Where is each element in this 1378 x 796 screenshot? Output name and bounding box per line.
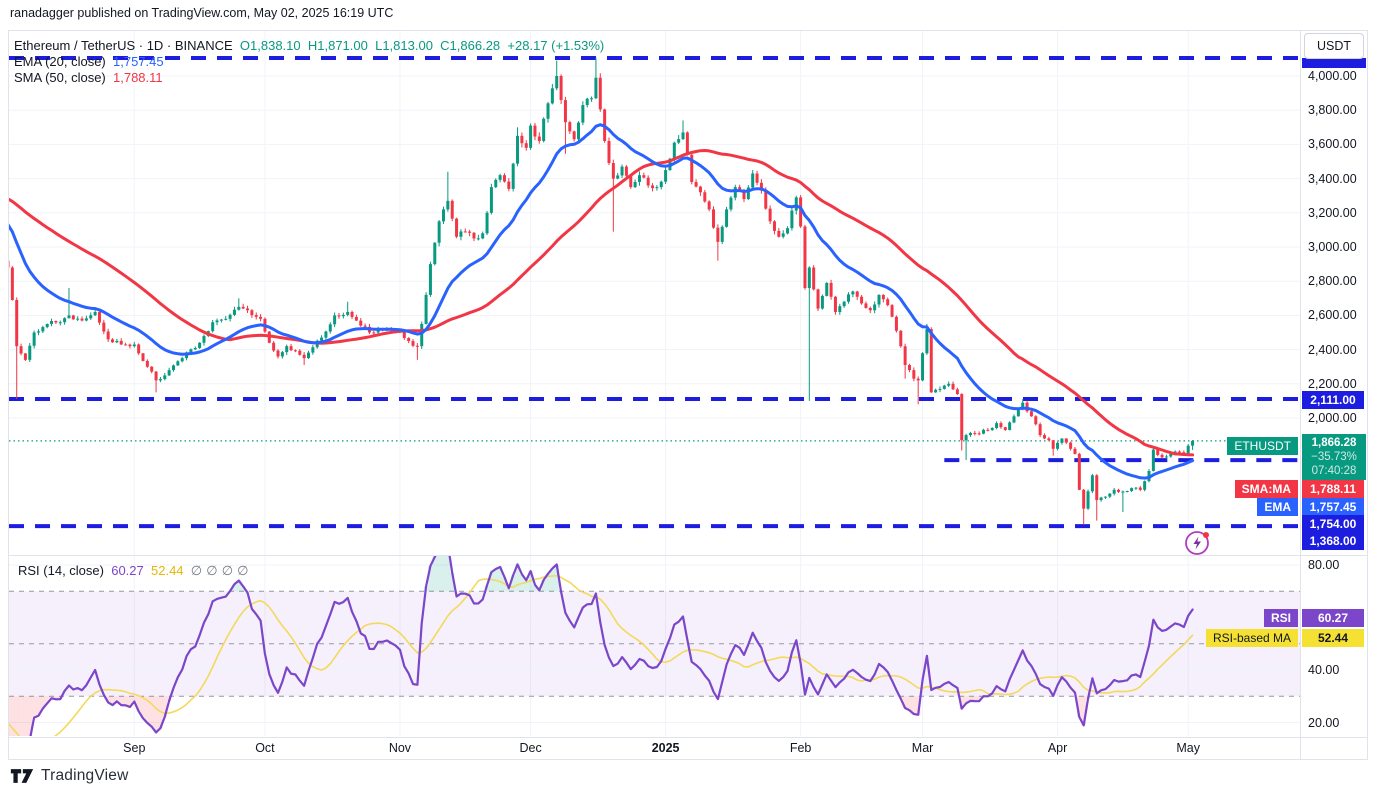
ohlc-close: C1,866.28 bbox=[440, 38, 501, 53]
ohlc-low: L1,813.00 bbox=[375, 38, 433, 53]
price-axis-label: 3,600.00 bbox=[1308, 137, 1357, 152]
last-price-value: 1,866.28 bbox=[1311, 437, 1357, 449]
ema-tag: EMA bbox=[1257, 498, 1298, 516]
time-axis-separator bbox=[8, 737, 1368, 738]
rsi-ma-tag: RSI-based MA bbox=[1205, 629, 1298, 647]
time-axis-label: Feb bbox=[789, 741, 812, 755]
time-axis-label: Mar bbox=[911, 741, 934, 755]
rsi-legend-value: 60.27 bbox=[111, 563, 144, 578]
ohlc-high: H1,871.00 bbox=[307, 38, 368, 53]
rsi-legend[interactable]: RSI (14, close) 60.27 52.44 ∅ ∅ ∅ ∅ bbox=[18, 563, 248, 579]
rsi-axis-label: 80.00 bbox=[1308, 558, 1340, 572]
time-axis-label: Dec bbox=[519, 741, 542, 755]
level-badge-1754: 1,754.00 bbox=[1302, 515, 1364, 533]
last-price-change: −35.73% bbox=[1311, 451, 1357, 463]
ema-legend-value: 1,757.45 bbox=[113, 54, 164, 69]
sma-tag: SMA:MA bbox=[1234, 480, 1298, 498]
price-axis-label: 2,000.00 bbox=[1308, 411, 1357, 425]
time-axis-label: May bbox=[1176, 741, 1201, 755]
price-axis-label: 3,200.00 bbox=[1308, 205, 1357, 220]
time-axis-label: Nov bbox=[388, 741, 412, 755]
rsi-ma-legend-value: 52.44 bbox=[151, 563, 184, 578]
sma-legend[interactable]: SMA (50, close) 1,788.11 bbox=[14, 70, 163, 85]
price-axis-label: 4,000.00 bbox=[1308, 69, 1357, 83]
rsi-axis-label: 20.00 bbox=[1308, 715, 1340, 730]
ohlc-open: O1,838.10 bbox=[239, 38, 301, 53]
time-axis-label: Apr bbox=[1047, 741, 1068, 755]
tradingview-logo-text: TradingView bbox=[41, 767, 129, 784]
ohlc-change: +28.17 (+1.53%) bbox=[507, 38, 605, 53]
price-axis-label: 3,000.00 bbox=[1308, 240, 1357, 254]
level-badge-2111: 2,111.00 bbox=[1302, 391, 1364, 409]
rsi-ma-value-badge: 52.44 bbox=[1302, 629, 1364, 647]
price-axis-label: 2,800.00 bbox=[1308, 274, 1357, 289]
ema-legend[interactable]: EMA (20, close) 1,757.45 bbox=[14, 54, 164, 69]
sma-value-badge: 1,788.11 bbox=[1302, 480, 1364, 498]
rsi-axis-label: 40.00 bbox=[1308, 663, 1340, 677]
sma-legend-label: SMA (50, close) bbox=[14, 70, 106, 85]
price-axis-label: 2,400.00 bbox=[1308, 342, 1357, 357]
last-price-badge: 1,866.28 −35.73% 07:40:28 bbox=[1302, 434, 1366, 480]
flash-reaction-icon[interactable] bbox=[1183, 528, 1213, 558]
pane-separator[interactable] bbox=[8, 555, 1368, 556]
level-badge-1368: 1,368.00 bbox=[1302, 532, 1364, 550]
chart-widget-frame bbox=[8, 30, 1368, 760]
symbol-tag: ETHUSDT bbox=[1227, 437, 1298, 455]
attribution-text: ranadagger published on TradingView.com,… bbox=[10, 6, 394, 20]
symbol-title: Ethereum / TetherUS · 1D · BINANCE bbox=[14, 38, 233, 53]
time-axis-label: Oct bbox=[255, 741, 275, 755]
upper-level-badge-partially-hidden bbox=[1302, 58, 1366, 68]
tradingview-logo[interactable]: TradingView bbox=[10, 766, 129, 786]
price-axis-label: 3,400.00 bbox=[1308, 171, 1357, 186]
symbol-legend[interactable]: Ethereum / TetherUS · 1D · BINANCE O1,83… bbox=[14, 38, 604, 53]
sma-legend-value: 1,788.11 bbox=[113, 70, 163, 85]
tradingview-logo-mark bbox=[10, 769, 34, 783]
rsi-tag: RSI bbox=[1263, 609, 1298, 627]
price-axis-label: 3,800.00 bbox=[1308, 103, 1357, 118]
rsi-empty-slots: ∅ ∅ ∅ ∅ bbox=[190, 564, 249, 579]
bar-countdown: 07:40:28 bbox=[1311, 465, 1357, 477]
time-axis-label: 2025 bbox=[651, 741, 680, 755]
currency-toggle-button[interactable]: USDT bbox=[1304, 33, 1364, 59]
time-axis-label: Sep bbox=[123, 741, 146, 755]
ema-legend-label: EMA (20, close) bbox=[14, 54, 106, 69]
price-axis-label: 2,600.00 bbox=[1308, 308, 1357, 323]
ema-value-badge: 1,757.45 bbox=[1302, 498, 1364, 516]
rsi-legend-label: RSI (14, close) bbox=[18, 563, 104, 578]
price-axis-label: 2,200.00 bbox=[1308, 376, 1357, 391]
price-axis-separator bbox=[1300, 30, 1301, 760]
rsi-value-badge: 60.27 bbox=[1302, 609, 1364, 627]
